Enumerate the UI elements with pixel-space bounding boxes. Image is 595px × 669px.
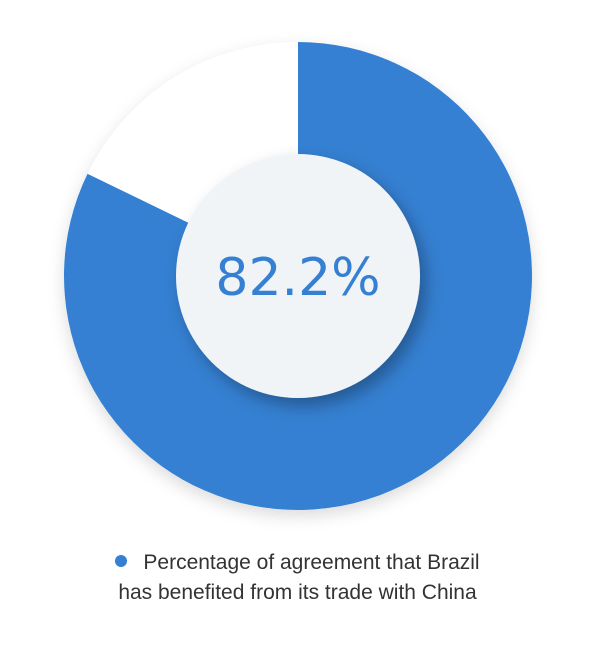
center-value-label: 82.2% <box>215 248 380 308</box>
legend-text-line-2: has benefited from its trade with China <box>118 581 477 604</box>
legend-line-1: Percentage of agreement that Brazil <box>60 548 535 578</box>
center-disc <box>176 154 420 398</box>
legend-marker <box>115 555 128 567</box>
legend-text-line-1: Percentage of agreement that Brazil <box>143 551 480 574</box>
legend: Percentage of agreement that Brazil has … <box>60 548 535 608</box>
center-disc-group: 82.2% <box>176 154 420 398</box>
